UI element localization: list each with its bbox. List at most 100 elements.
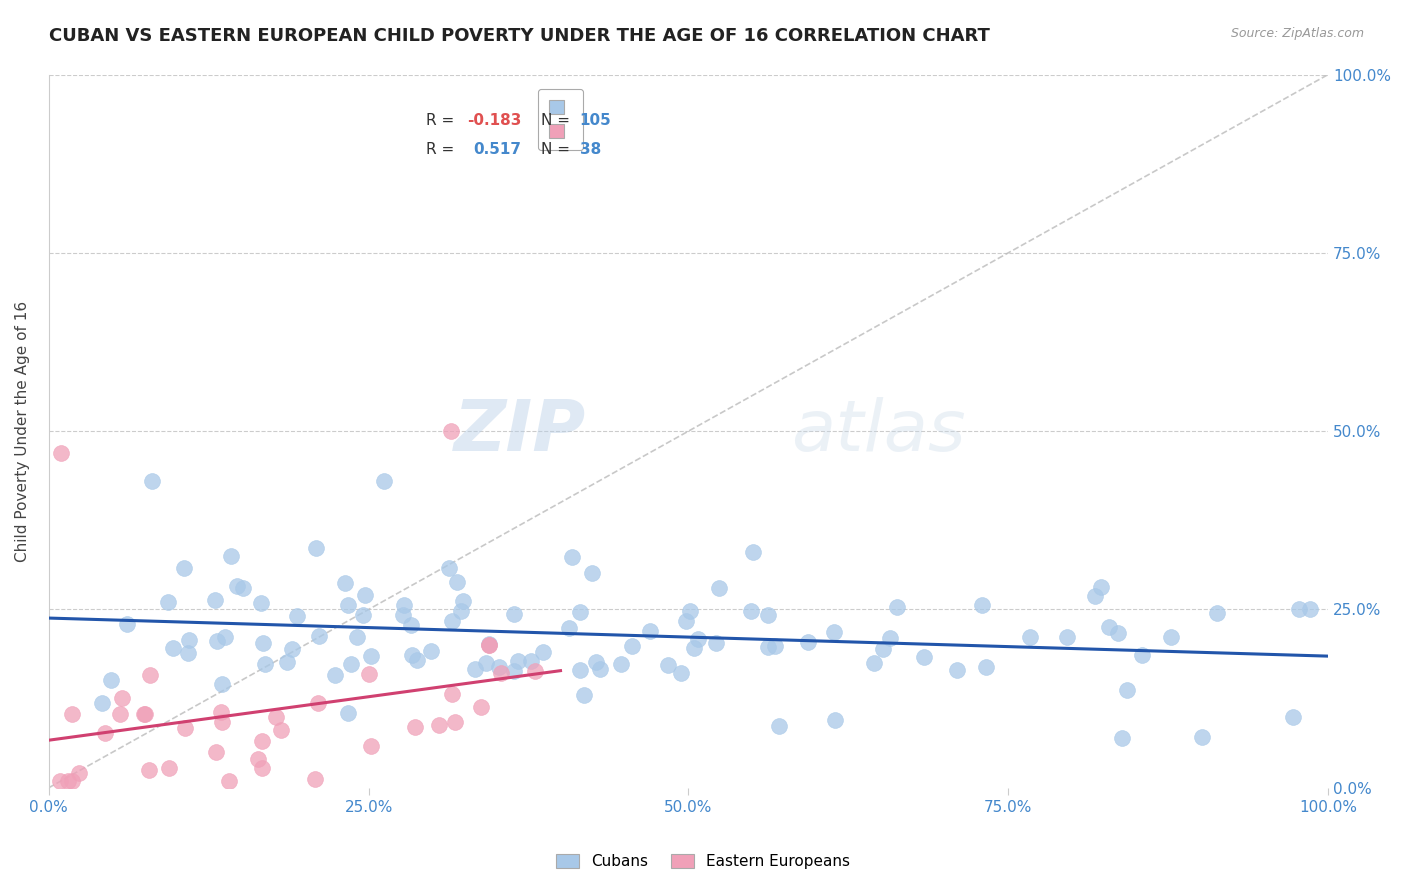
Point: [111, 690, 134, 705]
Point: [756, 640, 779, 654]
Point: [1160, 630, 1182, 644]
Point: [657, 657, 679, 672]
Point: [872, 642, 894, 657]
Point: [333, 576, 356, 591]
Point: [141, 474, 163, 488]
Point: [391, 608, 413, 623]
Point: [879, 631, 901, 645]
Text: R =: R =: [426, 142, 460, 157]
Point: [399, 618, 422, 632]
Point: [1191, 731, 1213, 745]
Point: [156, 595, 179, 609]
Text: N =: N =: [541, 142, 575, 157]
Point: [211, 677, 233, 691]
Point: [134, 706, 156, 721]
Point: [304, 772, 326, 786]
Point: [354, 588, 377, 602]
Point: [488, 659, 510, 673]
Point: [561, 549, 583, 564]
Point: [60, 773, 83, 788]
Point: [446, 575, 468, 590]
Point: [797, 635, 820, 649]
Point: [138, 764, 160, 778]
Legend: , : ,: [538, 89, 582, 150]
Point: [620, 639, 643, 653]
Point: [204, 593, 226, 607]
Point: [478, 638, 501, 652]
Point: [572, 688, 595, 702]
Point: [1206, 606, 1229, 620]
Point: [323, 668, 346, 682]
Point: [741, 545, 763, 559]
Point: [675, 614, 697, 628]
Point: [974, 660, 997, 674]
Point: [226, 579, 249, 593]
Point: [824, 713, 846, 727]
Point: [453, 594, 475, 608]
Point: [211, 714, 233, 729]
Point: [339, 657, 361, 671]
Point: [139, 667, 162, 681]
Point: [427, 717, 450, 731]
Point: [218, 773, 240, 788]
Point: [506, 654, 529, 668]
Point: [478, 638, 501, 652]
Legend: Cubans, Eastern Europeans: Cubans, Eastern Europeans: [550, 848, 856, 875]
Point: [1019, 631, 1042, 645]
Point: [246, 752, 269, 766]
Point: [404, 720, 426, 734]
Point: [581, 566, 603, 581]
Point: [886, 600, 908, 615]
Point: [519, 654, 541, 668]
Point: [60, 706, 83, 721]
Point: [589, 662, 612, 676]
Point: [740, 604, 762, 618]
Point: [209, 705, 232, 719]
Point: [768, 719, 790, 733]
Point: [1098, 620, 1121, 634]
Point: [914, 649, 936, 664]
Point: [252, 734, 274, 748]
Point: [688, 632, 710, 647]
Point: [352, 607, 374, 622]
Point: [420, 643, 443, 657]
Point: [205, 746, 228, 760]
Point: [392, 598, 415, 612]
Point: [94, 726, 117, 740]
Text: 105: 105: [579, 113, 612, 128]
Point: [558, 621, 581, 635]
Point: [162, 640, 184, 655]
Point: [346, 631, 368, 645]
Point: [174, 721, 197, 735]
Point: [464, 662, 486, 676]
Text: R =: R =: [426, 113, 460, 128]
Point: [439, 561, 461, 575]
Point: [100, 673, 122, 688]
Point: [946, 663, 969, 677]
Point: [207, 633, 229, 648]
Text: atlas: atlas: [790, 397, 966, 466]
Point: [173, 560, 195, 574]
Point: [638, 624, 661, 638]
Point: [270, 723, 292, 737]
Point: [470, 700, 492, 714]
Point: [1288, 601, 1310, 615]
Point: [67, 766, 90, 780]
Point: [440, 424, 463, 438]
Point: [115, 617, 138, 632]
Point: [108, 707, 131, 722]
Text: 38: 38: [579, 142, 600, 157]
Point: [478, 636, 501, 650]
Y-axis label: Child Poverty Under the Age of 16: Child Poverty Under the Age of 16: [15, 301, 30, 562]
Point: [266, 710, 288, 724]
Text: Source: ZipAtlas.com: Source: ZipAtlas.com: [1230, 27, 1364, 40]
Point: [1107, 626, 1129, 640]
Point: [450, 604, 472, 618]
Point: [669, 666, 692, 681]
Point: [90, 696, 112, 710]
Point: [401, 648, 423, 662]
Point: [972, 598, 994, 612]
Point: [134, 707, 156, 722]
Point: [444, 714, 467, 729]
Point: [863, 656, 886, 670]
